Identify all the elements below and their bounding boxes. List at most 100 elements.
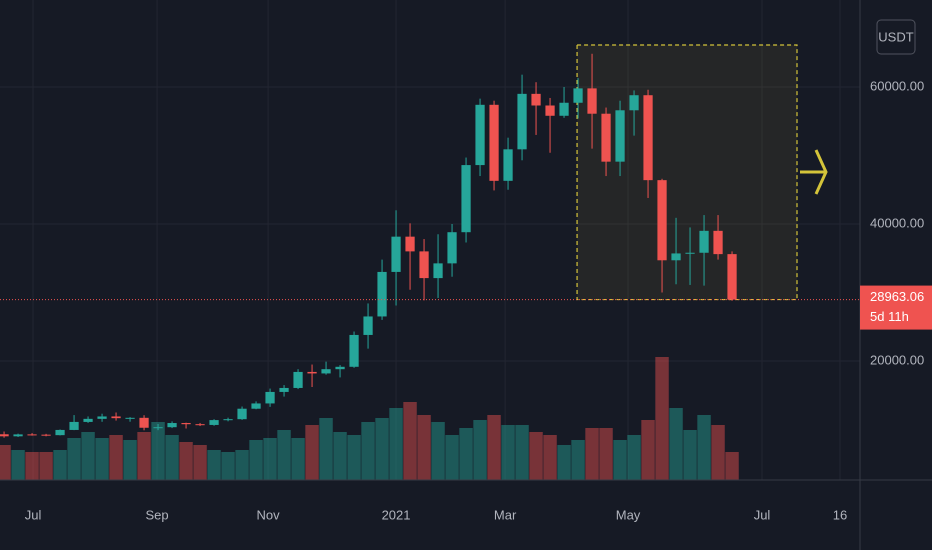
candle-body [153,427,163,429]
volume-bar [291,438,305,480]
candle-body [69,421,79,430]
volume-bar [543,435,557,480]
candle-body [125,417,135,419]
currency-box[interactable] [876,19,916,55]
volume-bar [361,422,375,480]
countdown-label: 5d 11h [870,309,909,324]
candle-body [391,236,401,272]
x-tick-label: May [616,507,641,522]
volume-bar [431,422,445,480]
candle-body [139,417,149,428]
volume-bar [165,435,179,480]
candle-body [363,316,373,335]
volume-bar [473,420,487,480]
volume-bar [11,450,25,480]
y-tick-label: 40000.00 [870,215,924,230]
candle-body [433,263,443,279]
candle-body [237,408,247,420]
volume-bar [403,402,417,480]
candle-body [349,334,359,367]
candle-body [27,434,37,436]
volume-bar [655,357,669,480]
y-tick-label: 20000.00 [870,352,924,367]
candle-body [307,371,317,374]
x-tick-label: Nov [257,507,281,522]
candle-body [447,232,457,264]
candle-body [335,366,345,370]
currency-label: USDT [878,29,913,44]
volume-bar [151,422,165,480]
candle-body [223,419,233,421]
volume-bar [39,452,53,480]
candle-body [293,371,303,388]
candle-body [545,105,555,116]
volume-bar [459,428,473,480]
candle-body [461,165,471,233]
volume-bar [53,450,67,480]
candle-body [531,93,541,106]
volume-bar [81,432,95,480]
volume-bar [137,432,151,480]
x-tick-label: Jul [25,507,42,522]
candle-body [13,434,23,437]
x-tick-label: 2021 [382,507,411,522]
candle-body [615,110,625,162]
volume-bar [0,445,11,480]
candle-body [209,420,219,425]
candle-body [629,95,639,111]
candle-body [195,424,205,426]
volume-bar [585,428,599,480]
candle-body [41,434,51,436]
volume-bar [179,442,193,480]
volume-bar [389,408,403,480]
candle-body [713,230,723,255]
candle-body [685,252,695,254]
candle-body [503,149,513,181]
volume-bar [725,452,739,480]
volume-bar [669,408,683,480]
x-tick-label: Sep [146,507,169,522]
volume-bar [207,450,221,480]
volume-bar [571,440,585,480]
last-price-tag [860,285,932,330]
candle-body [97,416,107,419]
volume-bar [627,435,641,480]
candle-body [181,423,191,425]
volume-bar [221,452,235,480]
volume-bar [417,415,431,480]
candle-body [419,251,429,279]
volume-bar [711,425,725,480]
candle-body [321,369,331,374]
candle-body [699,230,709,253]
candle-body [279,387,289,392]
volume-bar [529,432,543,480]
x-tick-label: Jul [754,507,771,522]
volume-bar [445,435,459,480]
candle-body [265,391,275,404]
candle-body [587,88,597,114]
candle-body [475,104,485,166]
volume-bar [515,425,529,480]
candle-body [657,180,667,261]
volume-bar [613,440,627,480]
y-tick-label: 60000.00 [870,78,924,93]
volume-bar [109,435,123,480]
candle-body [405,236,415,252]
arrow-icon [800,149,828,195]
volume-bar [501,425,515,480]
volume-bar [333,432,347,480]
candle-body [377,271,387,317]
candle-body [671,253,681,261]
volume-bar [25,452,39,480]
volume-bar [123,440,137,480]
candle-body [111,416,121,419]
volume-bar [67,438,81,480]
volume-bar [235,450,249,480]
volume-bar [347,435,361,480]
candle-body [573,88,583,103]
candle-body [167,423,177,428]
volume-bar [193,445,207,480]
candle-body [517,93,527,150]
volume-bar [249,440,263,480]
